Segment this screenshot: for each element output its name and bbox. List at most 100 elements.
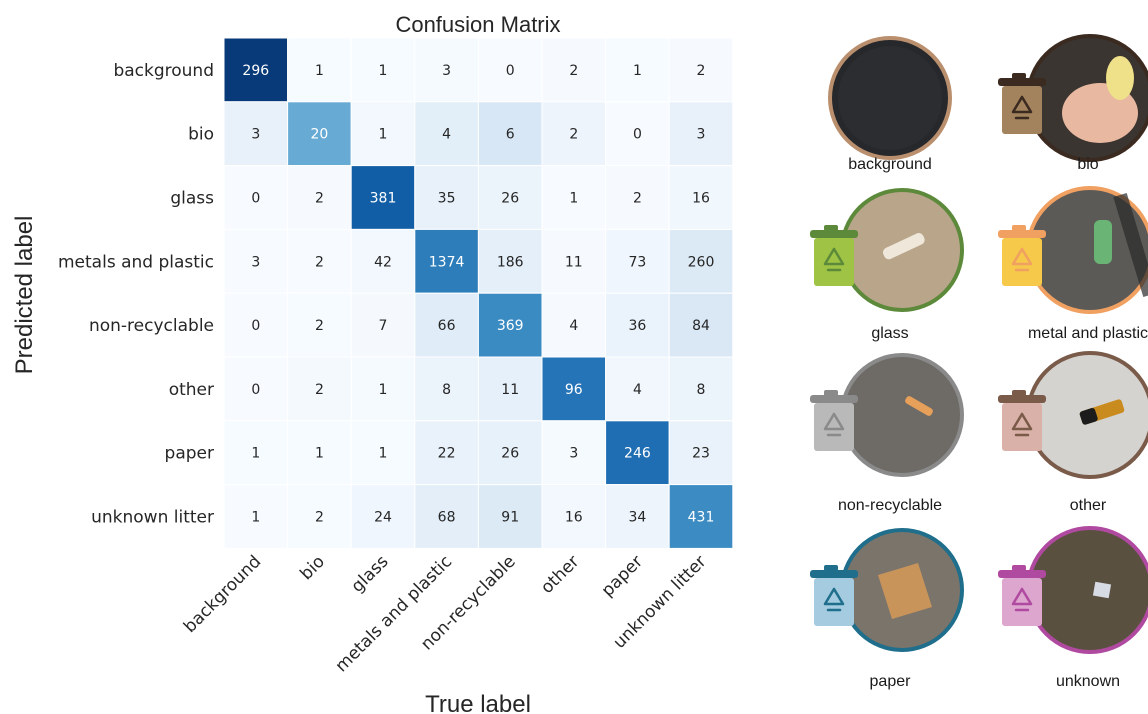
cell-value: 11	[565, 254, 583, 270]
cell-value: 8	[442, 382, 451, 398]
matrix-cell	[287, 356, 352, 422]
confusion-matrix-svg: 296 1 1 3 0 2 1 23 20 1 4 6 2 0 30 2 381 35 26 1 2 163 2 42 1374…	[11, 12, 734, 714]
matrix-cell	[605, 292, 670, 358]
matrix-cell	[541, 484, 607, 549]
matrix-cell	[541, 101, 607, 167]
matrix-cell	[414, 292, 479, 358]
cell-value: 3	[251, 127, 260, 143]
cell-value: 1	[251, 446, 260, 462]
class-thumbnail	[998, 526, 1148, 654]
y-tick-label: other	[169, 380, 214, 400]
cell-value: 42	[374, 254, 392, 270]
cell-value: 1	[379, 382, 388, 398]
matrix-cell	[477, 228, 543, 294]
photo-circle	[840, 353, 964, 477]
cell-value: 369	[497, 318, 524, 334]
cell-value: 2	[315, 318, 324, 334]
y-tick-label: background	[113, 61, 214, 81]
matrix-cell	[668, 37, 734, 103]
recycle-bin-icon	[810, 565, 858, 626]
class-legend-label: glass	[871, 325, 909, 342]
matrix-cell	[350, 420, 416, 486]
cell-value: 16	[565, 510, 583, 526]
photo-detail	[838, 46, 942, 150]
matrix-cell	[287, 420, 352, 486]
photo-detail	[882, 233, 925, 260]
class-thumbnail	[828, 36, 952, 160]
cell-value: 73	[628, 254, 646, 270]
cell-value: 260	[688, 254, 715, 270]
matrix-cell	[541, 37, 607, 103]
confusion-matrix-chart: 296 1 1 3 0 2 1 2 3 20 1 4 6 2 0 3 0 2 381 35 26 1 2 16 3 2 42 1374…	[11, 12, 734, 714]
matrix-cell	[541, 165, 607, 230]
cell-value: 8	[697, 382, 706, 398]
matrix-cell	[477, 420, 543, 486]
matrix-cell	[605, 228, 670, 294]
matrix-cell	[668, 292, 734, 358]
matrix-cell	[223, 484, 289, 549]
matrix-cell	[668, 165, 734, 230]
cell-value: 4	[442, 127, 451, 143]
x-tick-label: paper	[598, 552, 647, 601]
cell-value: 84	[692, 318, 710, 334]
matrix-cell	[414, 228, 479, 294]
recycle-bin-icon	[998, 390, 1046, 451]
cell-value: 3	[569, 446, 578, 462]
cell-value: 20	[310, 127, 328, 143]
class-legend-label: non-recyclable	[837, 497, 943, 514]
matrix-cell	[350, 165, 416, 230]
cell-value: 1	[315, 446, 324, 462]
x-tick-label: other	[537, 552, 583, 598]
cell-value: 26	[501, 191, 519, 207]
cell-value: 2	[633, 191, 642, 207]
matrix-cell	[668, 420, 734, 486]
matrix-cell	[541, 292, 607, 358]
photo-detail	[1094, 192, 1148, 298]
cell-value: 3	[442, 63, 451, 79]
cell-value: 1	[569, 191, 578, 207]
cell-value: 296	[242, 63, 269, 79]
x-tick-label: background	[180, 552, 265, 637]
y-tick-label: non-recyclable	[89, 316, 214, 336]
y-tick-label: paper	[165, 444, 214, 464]
recycle-bin-icon	[998, 565, 1046, 626]
cell-value: 2	[315, 254, 324, 270]
matrix-cell	[350, 356, 416, 422]
class-legend-label: metal and plastic	[1027, 325, 1148, 342]
cell-value: 1	[379, 446, 388, 462]
cell-value: 186	[497, 254, 524, 270]
cell-value: 35	[438, 191, 456, 207]
matrix-cell	[668, 484, 734, 549]
cell-value: 91	[501, 510, 519, 526]
matrix-cell	[287, 165, 352, 230]
matrix-cell	[223, 37, 289, 103]
class-legend-label: other	[1069, 497, 1107, 514]
cell-value: 26	[501, 446, 519, 462]
matrix-cell	[605, 165, 670, 230]
class-thumbnail	[810, 528, 964, 652]
class-thumbnail	[998, 34, 1148, 162]
x-tick-label: bio	[296, 552, 328, 584]
class-thumbnail	[810, 188, 964, 312]
cell-value: 0	[251, 318, 260, 334]
cell-value: 66	[438, 318, 456, 334]
recycle-bin-icon	[810, 390, 858, 451]
y-tick-label: glass	[170, 189, 214, 209]
matrix-cell	[477, 292, 543, 358]
cell-value: 6	[506, 127, 515, 143]
cell-value: 1	[379, 127, 388, 143]
matrix-cell	[477, 165, 543, 230]
cell-value: 246	[624, 446, 651, 462]
x-axis-label: True label	[425, 691, 531, 714]
cell-value: 2	[315, 191, 324, 207]
recycle-bin-icon	[998, 225, 1046, 286]
cell-value: 0	[251, 191, 260, 207]
class-legend-label: paper	[869, 673, 911, 690]
cell-value: 36	[628, 318, 646, 334]
cell-value: 4	[569, 318, 578, 334]
recycle-bin-icon	[810, 225, 858, 286]
matrix-cell	[541, 420, 607, 486]
cell-value: 22	[438, 446, 456, 462]
cell-value: 381	[370, 191, 397, 207]
matrix-cell	[414, 165, 479, 230]
